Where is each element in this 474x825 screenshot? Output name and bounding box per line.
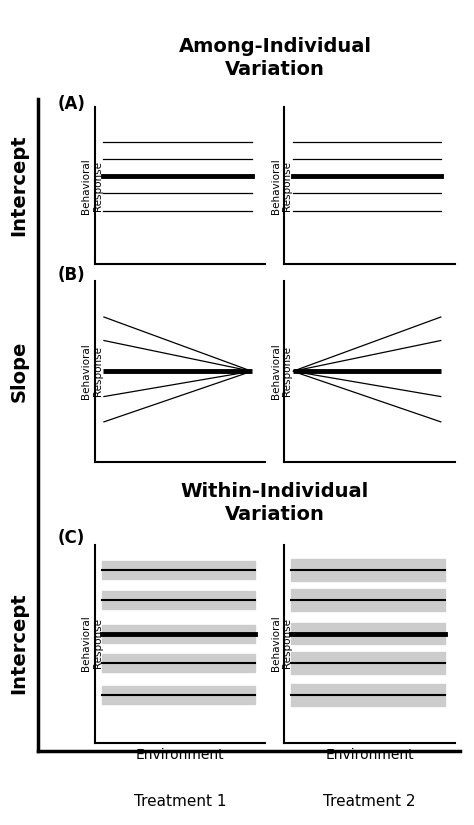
Bar: [101, 686, 255, 704]
Y-axis label: Behavioral
Response: Behavioral Response: [81, 343, 103, 399]
Bar: [101, 654, 255, 672]
Bar: [101, 591, 255, 609]
Text: Treatment 1: Treatment 1: [134, 794, 227, 808]
Y-axis label: Behavioral
Response: Behavioral Response: [81, 615, 103, 672]
X-axis label: Environment: Environment: [136, 748, 224, 762]
Text: (C): (C): [57, 529, 84, 547]
Bar: [291, 559, 445, 581]
Text: Among-Individual
Variation: Among-Individual Variation: [178, 36, 372, 79]
Y-axis label: Behavioral
Response: Behavioral Response: [271, 615, 292, 672]
Bar: [101, 625, 255, 643]
Text: Treatment 2: Treatment 2: [323, 794, 416, 808]
Text: (B): (B): [57, 266, 85, 284]
Y-axis label: Behavioral
Response: Behavioral Response: [81, 158, 103, 214]
Bar: [291, 589, 445, 610]
Text: Within-Individual
Variation: Within-Individual Variation: [181, 482, 369, 525]
X-axis label: Environment: Environment: [326, 748, 414, 762]
Bar: [291, 623, 445, 644]
Text: Slope: Slope: [9, 341, 28, 402]
Y-axis label: Behavioral
Response: Behavioral Response: [271, 343, 292, 399]
Y-axis label: Behavioral
Response: Behavioral Response: [271, 158, 292, 214]
Bar: [291, 684, 445, 706]
Bar: [291, 653, 445, 674]
Text: (A): (A): [57, 95, 85, 113]
Text: Intercept: Intercept: [9, 592, 28, 695]
Text: Intercept: Intercept: [9, 134, 28, 237]
Bar: [101, 561, 255, 579]
